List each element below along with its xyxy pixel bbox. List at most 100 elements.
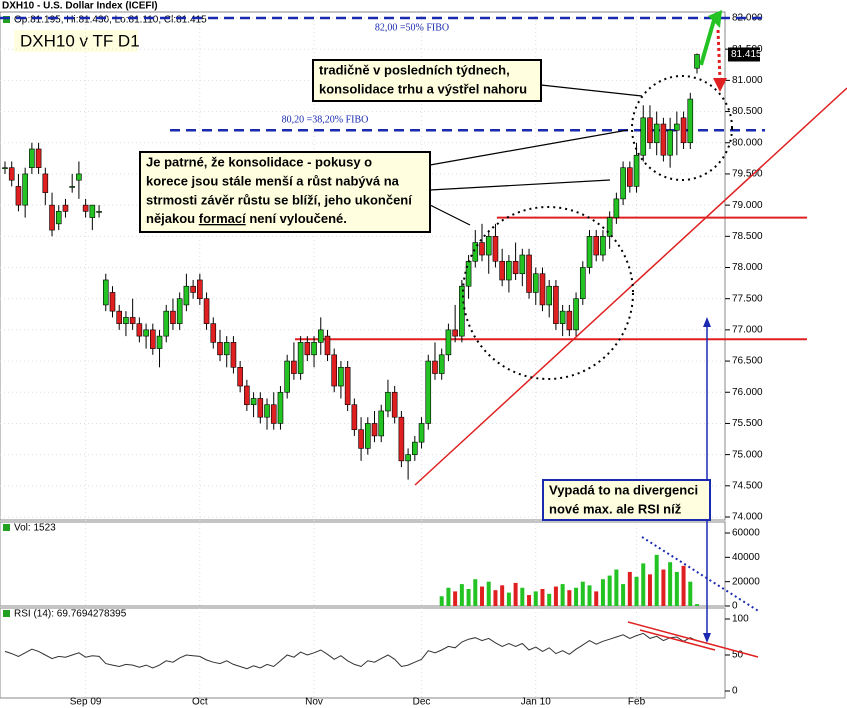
volume-bar [473,579,478,606]
candle-body [35,148,42,169]
y-tick-label: 75.500 [732,418,763,429]
candle-body [492,236,499,262]
rsi-label: RSI (14): 69.7694278395 [14,609,127,620]
rsi-trend [639,629,716,651]
down-arrow [716,29,722,81]
candle-body [304,342,311,356]
y-tick-label: 79.000 [732,200,763,211]
y-tick-label: 82.000 [732,13,763,24]
candle-body [573,298,579,331]
candle-body [49,204,55,231]
candle-body [176,298,183,324]
candle-body [116,310,123,324]
candle-body [506,260,512,281]
candle-body [244,385,250,406]
note-box [312,59,542,102]
volume-bar [540,588,545,606]
note-text: konsolidace trhu a výstřel nahoru [319,81,527,96]
volume-bar [527,595,532,606]
volume-bar [493,590,498,606]
up-arrow-head [708,10,722,28]
candle-body [270,404,277,424]
candle-body [291,360,297,374]
price-box [728,47,760,62]
note-fragment: formací [199,211,246,226]
fibo-label: 82,00 =50% FIBO [375,22,449,33]
candle-body [553,285,559,324]
label-box [14,30,138,52]
candle-body [338,366,344,387]
candle-body [163,310,170,337]
volume-bar [634,576,639,606]
volume-bar [607,575,612,606]
volume-bar [453,591,458,606]
candle-body [364,423,371,449]
y-tick-label: 78.000 [732,262,763,273]
candle-body [633,154,640,187]
candle-body [559,310,566,324]
volume-bar [513,582,518,606]
volume-bar [520,587,525,606]
candle-body [579,267,586,299]
legend-swatch [3,16,10,23]
candle-body [566,310,573,331]
pointer [429,129,629,166]
candle-body [606,217,613,237]
volume-bar [600,579,605,606]
candle-body [183,285,190,306]
legend-swatch [3,610,10,617]
note-text: nějakou formací není vyloučené. [146,211,347,226]
candle-body [412,441,418,455]
volume-bar [614,569,619,606]
candle-body [297,342,304,374]
volume-bar [533,591,538,606]
candle-body [82,204,89,212]
candle-body [472,242,479,262]
candle-body [438,354,445,374]
candle-body [613,198,620,218]
candle-body [674,123,680,131]
vol-tick-label: 40000 [732,552,760,563]
candle-body [62,204,69,212]
chart-label: DXH10 v TF D1 [20,31,140,50]
y-tick-label: 77.500 [732,293,763,304]
note-text: nové max. ale RSI níž [549,501,682,516]
y-tick-label: 74.000 [732,512,763,523]
volume-bar [439,596,444,606]
volume-bar [654,554,659,606]
candle-body [465,260,472,287]
volume-bar [681,565,686,606]
rsi-tick-label: 0 [732,686,738,697]
candle-body [499,260,505,281]
candle-body [156,335,163,349]
candle-body [452,329,458,337]
candle-body [264,404,270,418]
arrow-head [703,633,711,643]
y-tick-label: 76.500 [732,356,763,367]
rsi-panel [0,607,726,699]
candle-body [143,329,149,337]
y-tick-label: 80.500 [732,106,763,117]
y-tick-label: 77.000 [732,325,763,336]
y-tick-label: 79.500 [732,169,763,180]
volume-bar [674,571,679,606]
candle-body [76,173,82,181]
volume-bar [661,569,666,606]
candle-body [539,273,546,306]
candle-body [284,360,290,393]
volume-bar [580,581,585,606]
candle-body [230,342,237,368]
volume-bar [695,604,699,606]
volume-bar [560,584,565,606]
candle-body [418,423,425,443]
candle-body [8,167,15,181]
candle-body [2,167,8,169]
volume-label: Vol: 1523 [14,523,56,534]
volume-bar [547,593,552,606]
volume-bar [627,571,632,606]
arrow-head [703,317,711,327]
volume-bar [506,592,511,606]
volume-bar [641,563,646,606]
candle-body [391,391,398,418]
